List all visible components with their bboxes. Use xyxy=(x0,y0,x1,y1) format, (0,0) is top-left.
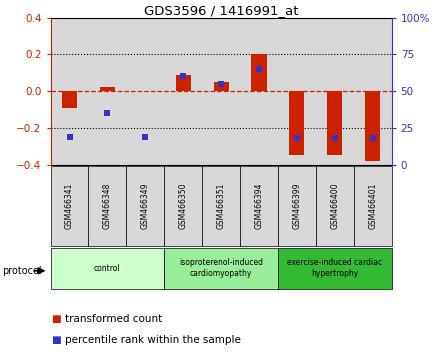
Text: GSM466401: GSM466401 xyxy=(368,183,377,229)
Text: GSM466400: GSM466400 xyxy=(330,183,339,229)
Bar xyxy=(202,166,240,246)
Bar xyxy=(100,87,115,91)
Text: isoproterenol-induced
cardiomyopathy: isoproterenol-induced cardiomyopathy xyxy=(179,258,263,278)
Text: ■: ■ xyxy=(51,335,60,345)
Bar xyxy=(240,18,278,165)
Bar xyxy=(278,248,392,289)
Text: control: control xyxy=(94,264,121,273)
Bar xyxy=(62,91,77,108)
Bar xyxy=(316,18,354,165)
Bar xyxy=(51,166,88,246)
Text: percentile rank within the sample: percentile rank within the sample xyxy=(65,335,241,345)
Bar xyxy=(51,18,88,165)
Text: transformed count: transformed count xyxy=(65,314,162,324)
Bar xyxy=(176,75,191,91)
Bar xyxy=(88,166,126,246)
Bar xyxy=(316,166,354,246)
Text: ■: ■ xyxy=(51,314,60,324)
Bar xyxy=(88,18,126,165)
Title: GDS3596 / 1416991_at: GDS3596 / 1416991_at xyxy=(144,4,298,17)
Bar xyxy=(202,18,240,165)
Bar xyxy=(251,55,267,91)
Bar xyxy=(51,248,164,289)
Bar xyxy=(164,18,202,165)
Text: GSM466341: GSM466341 xyxy=(65,183,74,229)
Bar xyxy=(126,18,164,165)
Bar xyxy=(327,91,342,155)
Text: GSM466351: GSM466351 xyxy=(216,183,226,229)
Bar xyxy=(278,18,316,165)
Bar xyxy=(290,91,304,155)
Bar xyxy=(164,248,278,289)
Bar xyxy=(126,166,164,246)
Bar xyxy=(213,82,229,91)
Text: GSM466349: GSM466349 xyxy=(141,183,150,229)
Text: GSM466394: GSM466394 xyxy=(254,183,264,229)
Text: protocol: protocol xyxy=(2,266,42,276)
Text: GSM466348: GSM466348 xyxy=(103,183,112,229)
Bar xyxy=(354,18,392,165)
Bar xyxy=(240,166,278,246)
Text: exercise-induced cardiac
hypertrophy: exercise-induced cardiac hypertrophy xyxy=(287,258,382,278)
Bar xyxy=(354,166,392,246)
Bar xyxy=(365,91,380,161)
Bar xyxy=(164,166,202,246)
Bar xyxy=(278,166,316,246)
Text: GSM466350: GSM466350 xyxy=(179,183,188,229)
Text: GSM466399: GSM466399 xyxy=(292,183,301,229)
